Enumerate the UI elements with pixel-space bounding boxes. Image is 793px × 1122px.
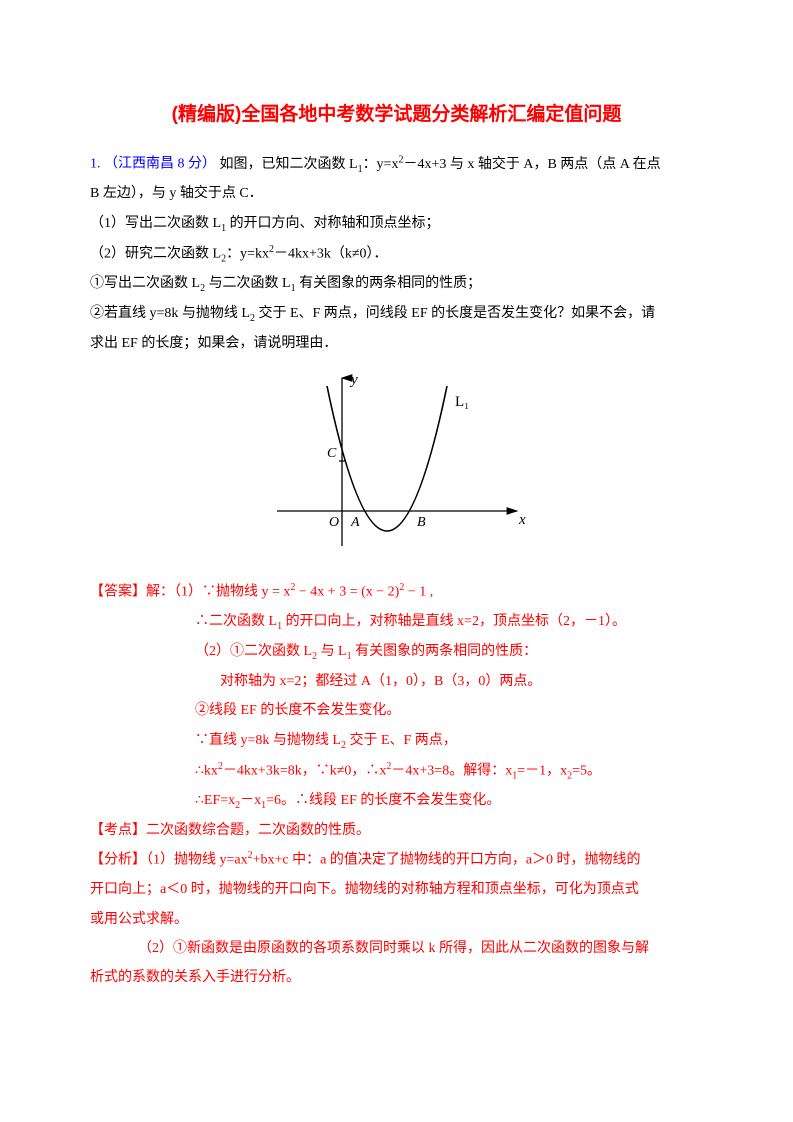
q-number: 1.: [90, 157, 101, 172]
fenxi-4: （2）①新函数是由原函数的各项系数同时乘以 k 所得，因此从二次函数的图象与解: [90, 934, 703, 963]
q-part1: （1）写出二次函数 L1 的开口方向、对称轴和顶点坐标；: [90, 209, 703, 239]
page-title: (精编版)全国各地中考数学试题分类解析汇编定值问题: [90, 95, 703, 135]
kaodian: 【考点】二次函数综合题，二次函数的性质。: [90, 816, 703, 845]
answer-line4: 对称轴为 x=2；都经过 A（1，0），B（3，0）两点。: [90, 667, 703, 696]
question-1: 1. （江西南昌 8 分） 如图，已知二次函数 L1：y=x2－4x+3 与 x…: [90, 149, 703, 179]
fenxi-3: 或用公式求解。: [90, 905, 703, 934]
pointB-label: B: [417, 515, 426, 530]
answer-line1: 【答案】解：（1）∵抛物线 y = x2 − 4x + 3 = (x − 2)2…: [90, 577, 703, 607]
q-source: （江西南昌 8 分）: [104, 157, 216, 172]
y-label: y: [349, 372, 358, 388]
q-body2: B 左边），与 y 轴交于点 C．: [90, 179, 703, 208]
q-sub3: 求出 EF 的长度；如果会，请说明理由．: [90, 329, 703, 358]
q-sub1: ①写出二次函数 L2 与二次函数 L1 有关图象的两条相同的性质；: [90, 269, 703, 299]
answer-line8: ∴EF=x2－x1=6。∴线段 EF 的长度不会发生变化。: [90, 786, 703, 816]
fenxi-5: 析式的系数的关系入手进行分析。: [90, 963, 703, 992]
q-sub2: ②若直线 y=8k 与抛物线 L2 交于 E、F 两点，问线段 EF 的长度是否…: [90, 299, 703, 329]
parabola-figure: y x O A B C L₁: [90, 366, 703, 567]
fenxi-2: 开口向上；a＜0 时，抛物线的开口向下。抛物线的对称轴方程和顶点坐标，可化为顶点…: [90, 875, 703, 904]
answer-line7: ∴kx2－4kx+3k=8k，∵k≠0，∴x2－4x+3=8。解得：x1=－1，…: [90, 756, 703, 786]
answer-line5: ②线段 EF 的长度不会发生变化。: [90, 696, 703, 725]
answer-line3: （2）①二次函数 L2 与 L1 有关图象的两条相同的性质：: [90, 637, 703, 667]
L1-label: L₁: [455, 394, 469, 410]
answer-head: 【答案】: [90, 585, 146, 600]
answer-line2: ∴二次函数 L1 的开口向上，对称轴是直线 x=2，顶点坐标（2，－1）。: [90, 607, 703, 637]
fenxi-1: 【分析】（1）抛物线 y=ax2+bx+c 中：a 的值决定了抛物线的开口方向，…: [90, 845, 703, 875]
x-label: x: [518, 512, 526, 528]
answer-line6: ∵直线 y=8k 与抛物线 L2 交于 E、F 两点，: [90, 726, 703, 756]
pointA-label: A: [350, 515, 360, 530]
q-body: 如图，已知二次函数 L1：y=x2－4x+3 与 x 轴交于 A，B 两点（点 …: [220, 157, 661, 172]
pointC-label: C: [327, 446, 337, 461]
q-part2: （2）研究二次函数 L2：y=kx2－4kx+3k（k≠0）．: [90, 239, 703, 269]
origin-label: O: [329, 515, 339, 530]
